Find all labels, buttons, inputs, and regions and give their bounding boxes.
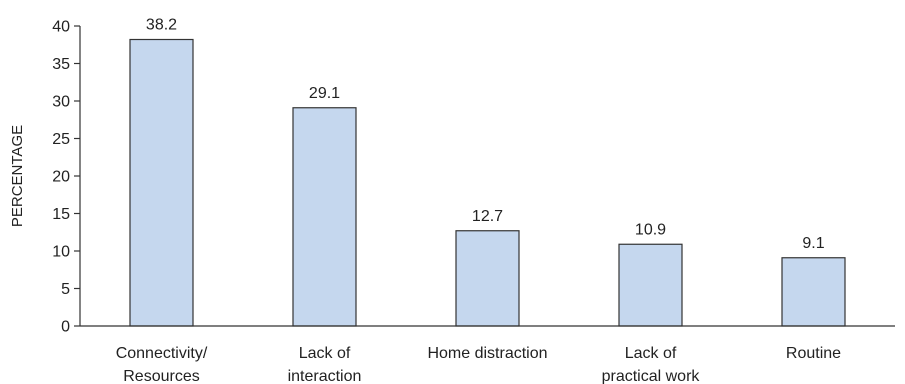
y-axis-title: PERCENTAGE (9, 125, 26, 227)
bar (618, 243, 683, 327)
data-label: 38.2 (146, 17, 177, 34)
x-tick-label: interaction (288, 368, 362, 384)
data-label: 9.1 (802, 235, 824, 252)
x-tick-label: Resources (123, 368, 199, 384)
data-labels: 38.2 29.1 12.7 10.9 9.1 (146, 17, 825, 252)
data-label: 10.9 (635, 221, 666, 238)
x-tick-label: Routine (786, 345, 841, 362)
x-tick-label: Home distraction (427, 345, 547, 362)
y-tick-label: 10 (52, 244, 70, 261)
bar (129, 38, 194, 327)
y-tick-label: 5 (61, 281, 70, 298)
y-tick-label: 0 (61, 319, 70, 336)
y-tick-label: 20 (52, 169, 70, 186)
x-axis-labels: Connectivity/Resources Lack of interaction… (116, 345, 841, 384)
data-label: 12.7 (472, 208, 503, 225)
bars (129, 38, 846, 327)
y-tick-label: 25 (52, 131, 70, 148)
x-tick-label: Connectivity/ (116, 345, 208, 362)
bar (781, 257, 846, 327)
y-axis-ticks: 0 5 10 15 20 25 30 35 40 (52, 19, 80, 336)
y-tick-label: 40 (52, 19, 70, 36)
x-tick-label: Lack of (299, 345, 351, 362)
y-tick-label: 30 (52, 94, 70, 111)
x-tick-label: Lack of (625, 345, 677, 362)
data-label: 29.1 (309, 85, 340, 102)
y-tick-label: 35 (52, 56, 70, 73)
bar (455, 230, 520, 327)
bar (292, 107, 357, 327)
x-tick-label: practical work (602, 368, 701, 384)
y-tick-label: 15 (52, 206, 70, 223)
